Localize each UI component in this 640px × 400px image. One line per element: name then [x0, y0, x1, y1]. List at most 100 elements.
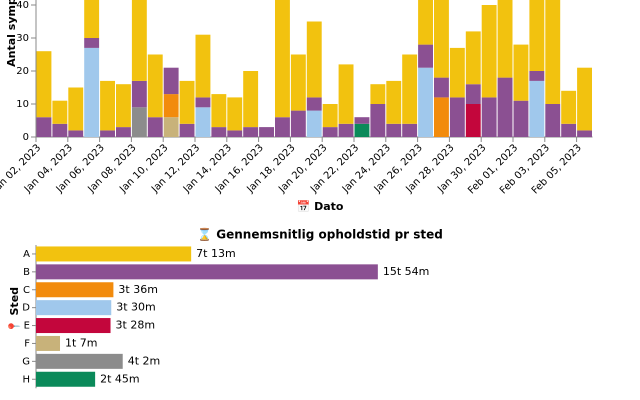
- bar-segment: [306, 97, 322, 111]
- bar-segment: [465, 104, 481, 137]
- y-tick-label: 40: [16, 0, 29, 11]
- y-tick-label: D: [22, 303, 30, 314]
- bar-segment: [275, 117, 290, 137]
- bar-segment: [227, 130, 243, 137]
- bar-segment: [481, 5, 497, 98]
- bar-segment: [354, 117, 370, 124]
- bar-segment: [434, 77, 449, 98]
- bar-segment: [545, 0, 561, 104]
- bar-segment: [259, 127, 274, 137]
- y-tick-label: A: [23, 249, 30, 260]
- bar-segment: [306, 110, 322, 137]
- bar-segment: [402, 123, 418, 137]
- bar-segment: [306, 21, 322, 98]
- bar-segment: [529, 0, 545, 71]
- bar-segment: [195, 34, 211, 98]
- bar-segment: [418, 67, 433, 137]
- bar-segment: [386, 80, 402, 124]
- x-axis-title: 📅 Dato: [297, 200, 344, 213]
- bar-segment: [116, 127, 131, 137]
- bar-segment: [481, 97, 497, 137]
- bar-segment: [370, 104, 386, 137]
- bar-segment: [131, 80, 147, 108]
- bar-segment: [322, 104, 338, 128]
- value-label: 3t 28m: [116, 319, 156, 332]
- value-label: 15t 54m: [383, 265, 430, 278]
- bar: [36, 353, 123, 369]
- value-label: 1t 7m: [65, 336, 98, 349]
- bar-segment: [100, 80, 115, 131]
- bar: [36, 246, 192, 262]
- bar-segment: [338, 123, 354, 137]
- bar-segment: [290, 54, 306, 111]
- bar-segment: [577, 67, 592, 131]
- bar-segment: [195, 107, 211, 137]
- y-tick-label: F: [24, 338, 30, 349]
- bar-segment: [36, 117, 52, 137]
- y-tick-label: C: [23, 285, 30, 296]
- bar-segment: [84, 47, 100, 137]
- bar: [36, 282, 114, 298]
- bar-segment: [84, 38, 100, 48]
- value-label: 4t 2m: [128, 354, 161, 367]
- bar-segment: [243, 127, 259, 137]
- value-label: 7t 13m: [196, 247, 236, 260]
- bar-segment: [497, 77, 513, 137]
- bar-segment: [163, 117, 179, 137]
- bar-segment: [147, 54, 163, 118]
- y-axis-title: Antal symptomer: [5, 0, 18, 67]
- bar-segment: [561, 123, 577, 137]
- bar-segment: [497, 0, 513, 78]
- chart-title: ⌛ Gennemsnitlig opholdstid pr sted: [197, 228, 443, 242]
- bar-segment: [68, 87, 84, 131]
- bar-segment: [529, 71, 545, 81]
- bar: [36, 318, 111, 334]
- bar-segment: [338, 64, 354, 124]
- bar: [36, 371, 96, 387]
- bar-segment: [513, 44, 529, 101]
- y-tick-label: H: [22, 374, 30, 385]
- bar-segment: [561, 90, 577, 124]
- bar-segment: [36, 51, 52, 118]
- bar-segment: [147, 117, 163, 137]
- bar-segment: [513, 100, 529, 137]
- bar-segment: [465, 84, 481, 104]
- bar: [36, 300, 112, 316]
- bar: [36, 264, 378, 280]
- bar-segment: [52, 123, 68, 137]
- bar-segment: [465, 31, 481, 85]
- bar-segment: [449, 97, 465, 137]
- bar-segment: [577, 130, 592, 137]
- bar-segment: [402, 54, 418, 124]
- bar-segment: [275, 0, 290, 118]
- bar-segment: [211, 127, 227, 137]
- bar-segment: [434, 97, 449, 137]
- y-tick-label: 10: [16, 99, 29, 110]
- bar-segment: [418, 44, 433, 68]
- y-tick-label: 20: [16, 66, 29, 77]
- bar-segment: [84, 0, 100, 38]
- y-tick-label: 30: [16, 33, 29, 44]
- bar-segment: [116, 84, 131, 128]
- value-label: 3t 36m: [118, 283, 158, 296]
- bar-segment: [227, 97, 243, 131]
- bar-segment: [100, 130, 115, 137]
- bar-segment: [163, 67, 179, 95]
- bar-segment: [131, 107, 147, 137]
- bar-segment: [195, 97, 211, 108]
- bar-segment: [449, 47, 465, 98]
- bar-segment: [290, 110, 306, 137]
- y-tick-label: G: [22, 356, 30, 367]
- bar-segment: [211, 94, 227, 128]
- y-tick-label: B: [23, 267, 30, 278]
- bar-segment: [52, 100, 68, 124]
- bar-segment: [418, 0, 433, 45]
- bar-segment: [434, 0, 449, 78]
- y-axis-title: 📍 Sted: [8, 287, 21, 333]
- bar-segment: [243, 71, 259, 128]
- bar-segment: [131, 0, 147, 81]
- y-tick-label: 0: [23, 132, 29, 143]
- bar-segment: [68, 130, 84, 137]
- bar-segment: [529, 80, 545, 137]
